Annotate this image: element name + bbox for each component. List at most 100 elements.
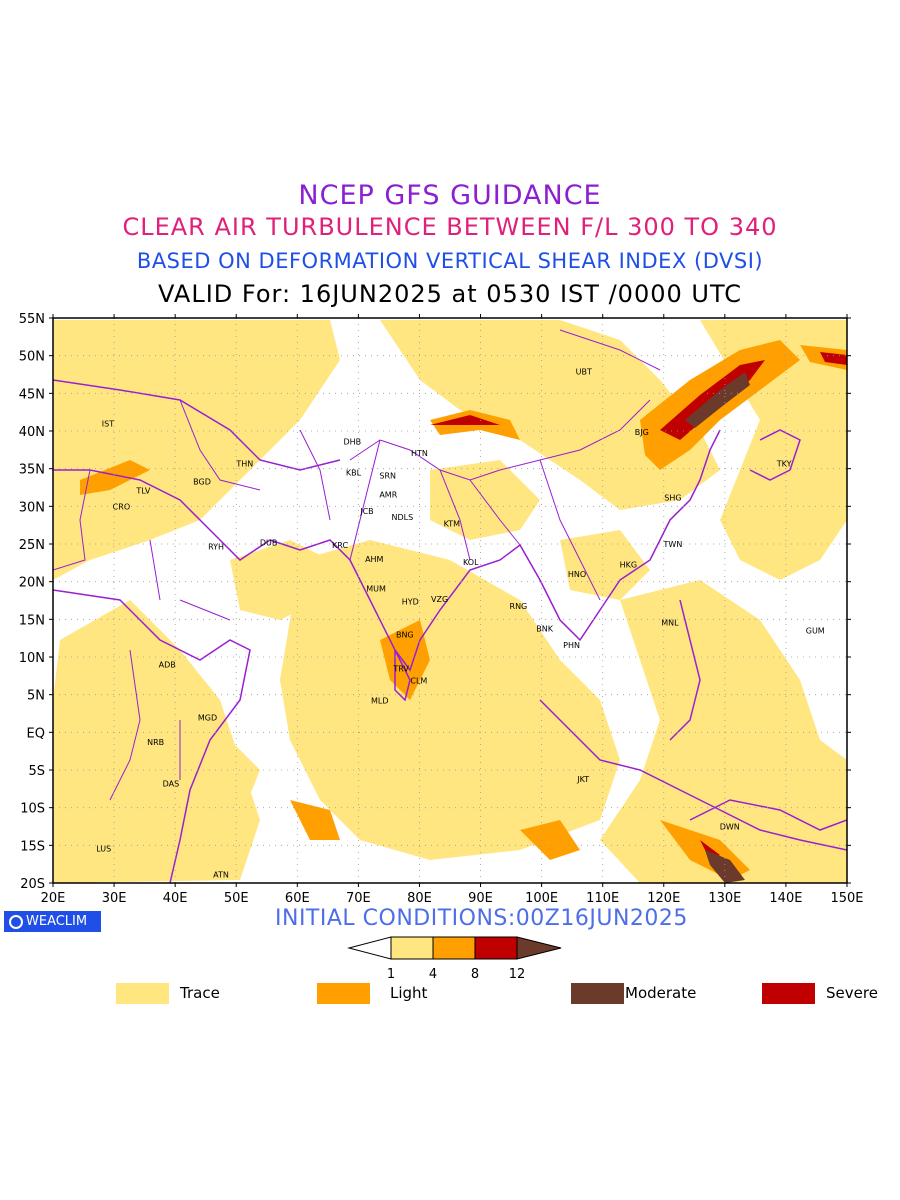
lon-label: 70E xyxy=(346,891,371,906)
city-label: HYD xyxy=(402,597,419,606)
city-label: JKT xyxy=(576,775,589,784)
legend-label-severe: Severe xyxy=(826,984,878,1002)
legend-swatch-moderate xyxy=(571,983,624,1004)
lat-label: 40N xyxy=(19,425,45,440)
city-label: BJG xyxy=(635,428,649,437)
city-labels: UBT IST DHB HTN BJG TKY THN KBL SRN TLV BGD AMR SHG C… xyxy=(96,367,825,879)
colorbar-tick: 12 xyxy=(509,967,526,982)
title-line-2: CLEAR AIR TURBULENCE BETWEEN F/L 300 TO … xyxy=(122,213,778,241)
city-label: ATN xyxy=(213,871,229,880)
city-label: NDLS xyxy=(392,513,414,522)
lon-label: 100E xyxy=(525,891,558,906)
colorbar-segment-2 xyxy=(432,936,476,960)
latitude-labels: 55N 50N 45N 40N 35N 30N 25N 20N 15N 10N 5N EQ 5S 10S 1… xyxy=(19,312,45,892)
map-plot-area xyxy=(53,318,847,883)
lon-label: 80E xyxy=(407,891,432,906)
colorbar-tick: 4 xyxy=(429,967,437,982)
plot-frame xyxy=(52,317,848,884)
city-label: HTN xyxy=(411,449,428,458)
weaclim-logo: WEACLIM xyxy=(4,911,101,932)
lon-label: 60E xyxy=(285,891,310,906)
valid-time: VALID For: 16JUN2025 at 0530 IST /0000 U… xyxy=(158,280,742,308)
city-label: CRO xyxy=(113,502,130,511)
lat-label: 20N xyxy=(19,576,45,591)
lon-label: 40E xyxy=(163,891,188,906)
city-label: UBT xyxy=(576,367,592,376)
country-borders xyxy=(53,329,661,801)
lon-label: 120E xyxy=(647,891,680,906)
city-label: HKG xyxy=(620,560,637,569)
city-label: PHN xyxy=(563,641,580,650)
colorbar-low-arrow xyxy=(347,936,392,960)
color-bar: 1 4 8 12 xyxy=(347,936,562,982)
city-label: LUS xyxy=(96,844,111,853)
city-label: JCB xyxy=(359,507,373,516)
lat-label: 10N xyxy=(19,651,45,666)
city-label: CLM xyxy=(410,676,427,685)
city-label: KRC xyxy=(332,541,348,550)
city-label: AMR xyxy=(379,490,397,499)
legend-swatch-light xyxy=(317,983,370,1004)
coastlines xyxy=(53,379,847,883)
city-label: MLD xyxy=(371,697,389,706)
city-label: BGD xyxy=(193,477,211,486)
lat-label: 35N xyxy=(19,463,45,478)
city-label: VZG xyxy=(431,595,448,604)
lat-label: 30N xyxy=(19,500,45,515)
axis-ticks xyxy=(49,314,851,887)
colorbar-segment-1 xyxy=(390,936,434,960)
lat-label: 55N xyxy=(19,312,45,327)
city-label: RNG xyxy=(510,602,528,611)
lat-label: 25N xyxy=(19,538,45,553)
city-label: MUM xyxy=(366,584,386,593)
lon-label: 30E xyxy=(102,891,127,906)
lat-label: 45N xyxy=(19,387,45,402)
city-label: AHM xyxy=(365,555,383,564)
lon-label: 140E xyxy=(769,891,802,906)
lon-label: 110E xyxy=(586,891,619,906)
lon-label: 20E xyxy=(41,891,66,906)
globe-icon xyxy=(9,915,23,929)
city-label: TWN xyxy=(663,540,683,549)
colorbar-tick: 8 xyxy=(471,967,479,982)
colorbar-tick: 1 xyxy=(387,967,395,982)
lat-label: 5S xyxy=(28,764,45,779)
lon-label: 50E xyxy=(224,891,249,906)
city-label: BNK xyxy=(536,624,553,633)
city-label: KBL xyxy=(346,468,362,477)
city-label: GUM xyxy=(806,627,825,636)
city-label: MNL xyxy=(661,618,679,627)
city-label: RYH xyxy=(208,542,224,551)
lat-label: EQ xyxy=(27,726,45,741)
colorbar-high-arrow xyxy=(516,936,562,960)
moderate-areas xyxy=(685,372,750,883)
city-label: TKY xyxy=(776,459,792,468)
city-label: KTM xyxy=(444,520,461,529)
city-label: TRV xyxy=(392,664,409,673)
title-line-1: NCEP GFS GUIDANCE xyxy=(298,180,602,211)
city-label: ADB xyxy=(159,661,176,670)
legend-label-moderate: Moderate xyxy=(625,984,697,1002)
lat-label: 15N xyxy=(19,613,45,628)
city-label: IST xyxy=(102,419,114,428)
lat-label: 10S xyxy=(20,802,45,817)
lat-lon-grid xyxy=(53,318,847,883)
legend-swatch-severe xyxy=(762,983,815,1004)
city-label: BNG xyxy=(396,630,414,639)
city-label: SHG xyxy=(664,493,681,502)
lon-label: 150E xyxy=(830,891,863,906)
legend-swatch-trace xyxy=(116,983,169,1004)
lat-label: 15S xyxy=(20,839,45,854)
trace-areas xyxy=(53,320,847,883)
city-label: DAS xyxy=(163,780,180,789)
colorbar-segment-3 xyxy=(474,936,518,960)
title-line-3: BASED ON DEFORMATION VERTICAL SHEAR INDE… xyxy=(136,249,764,273)
city-label: DWN xyxy=(720,823,740,832)
city-label: TLV xyxy=(135,487,150,496)
legend-label-light: Light xyxy=(390,984,428,1002)
city-label: MGD xyxy=(198,713,217,722)
city-label: NRB xyxy=(147,738,164,747)
legend-label-trace: Trace xyxy=(180,984,220,1002)
city-label: DUB xyxy=(260,538,278,547)
